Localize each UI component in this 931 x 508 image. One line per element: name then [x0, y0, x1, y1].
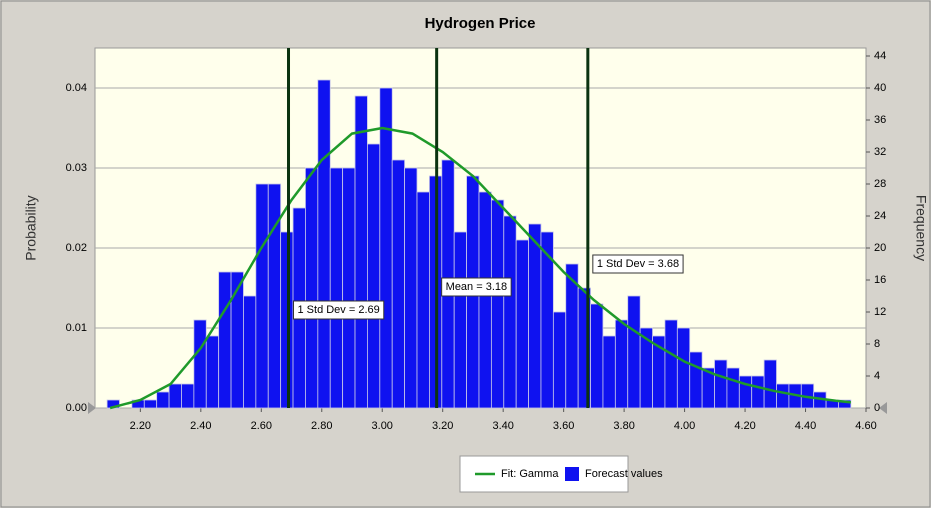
bar — [367, 143, 381, 409]
bar — [503, 215, 517, 409]
bar — [404, 167, 418, 409]
bar — [627, 295, 641, 409]
y2-tick-label: 8 — [874, 338, 880, 350]
bar — [714, 359, 728, 409]
y2-tick-label: 0 — [874, 402, 880, 414]
y-tick-label: 0.02 — [66, 242, 87, 254]
bar — [243, 295, 257, 409]
x-tick-label: 3.40 — [492, 420, 513, 432]
bar — [391, 159, 406, 409]
bar — [838, 399, 852, 409]
y2-tick-label: 44 — [874, 50, 886, 62]
bar — [478, 191, 492, 409]
y2-tick-label: 16 — [874, 274, 886, 286]
bar — [354, 95, 368, 409]
bar — [726, 367, 740, 409]
y2-tick-label: 28 — [874, 178, 886, 190]
bar — [255, 183, 269, 409]
x-tick-label: 2.80 — [311, 420, 332, 432]
y2-tick-label: 20 — [874, 242, 886, 254]
bar — [490, 199, 505, 409]
annotation-box — [441, 277, 512, 297]
bar — [230, 271, 244, 409]
y2-tick-label: 4 — [874, 370, 880, 382]
x-tick-label: 4.00 — [674, 420, 695, 432]
y2-tick-label: 40 — [874, 82, 886, 94]
bar — [776, 383, 790, 409]
bar — [267, 183, 282, 409]
bar — [342, 167, 356, 409]
bar — [218, 271, 232, 409]
bar — [416, 191, 430, 409]
bar — [379, 87, 393, 409]
y-tick-label: 0.03 — [66, 162, 87, 174]
x-tick-label: 2.40 — [190, 420, 211, 432]
y-axis-title: Probability — [23, 195, 39, 260]
annotation-label: Mean = 3.18 — [446, 281, 507, 293]
bar — [193, 319, 207, 409]
bar — [205, 335, 220, 409]
x-tick-label: 4.20 — [734, 420, 755, 432]
bar — [181, 383, 195, 409]
x-tick-label: 3.60 — [553, 420, 574, 432]
y2-tick-label: 24 — [874, 210, 886, 222]
x-tick-label: 3.20 — [432, 420, 453, 432]
legend-label: Fit: Gamma — [501, 468, 559, 480]
bar — [329, 167, 344, 409]
bar — [528, 223, 542, 409]
y-tick-label: 0.00 — [66, 402, 87, 414]
legend-label: Forecast values — [585, 468, 663, 480]
chart-title: Hydrogen Price — [425, 15, 536, 32]
bar — [143, 399, 158, 409]
y-tick-label: 0.04 — [66, 82, 87, 94]
bar — [515, 239, 529, 409]
y2-tick-label: 12 — [874, 306, 886, 318]
x-tick-label: 3.00 — [372, 420, 393, 432]
bar — [453, 231, 467, 409]
bar — [317, 79, 331, 409]
bar — [676, 327, 691, 409]
fit-line — [109, 126, 852, 410]
annotation-label: 1 Std Dev = 2.69 — [298, 304, 380, 316]
bar — [305, 167, 319, 409]
y2-tick-label: 32 — [874, 146, 886, 158]
x-tick-label: 3.80 — [613, 420, 634, 432]
bar — [280, 231, 294, 409]
bar — [156, 391, 170, 409]
legend-swatch — [565, 467, 579, 481]
axis-marker — [879, 402, 887, 414]
y2-tick-label: 36 — [874, 114, 886, 126]
bar — [751, 375, 765, 409]
bar — [590, 303, 604, 409]
bar — [738, 375, 753, 409]
x-tick-label: 2.60 — [251, 420, 272, 432]
bar — [689, 351, 703, 409]
x-tick-label: 2.20 — [130, 420, 151, 432]
annotation-box — [592, 254, 684, 274]
bar — [664, 319, 678, 409]
axis-marker — [88, 402, 96, 414]
annotation-box — [293, 300, 385, 320]
bar — [602, 335, 616, 409]
annotation-label: 1 Std Dev = 3.68 — [597, 258, 679, 270]
bar — [614, 319, 629, 409]
x-tick-label: 4.40 — [795, 420, 816, 432]
y-tick-label: 0.01 — [66, 322, 87, 334]
bar — [763, 359, 777, 409]
bar — [565, 263, 579, 409]
bar — [552, 311, 567, 409]
x-tick-label: 4.60 — [855, 420, 876, 432]
y2-axis-title: Frequency — [913, 195, 929, 261]
bar — [168, 383, 182, 409]
